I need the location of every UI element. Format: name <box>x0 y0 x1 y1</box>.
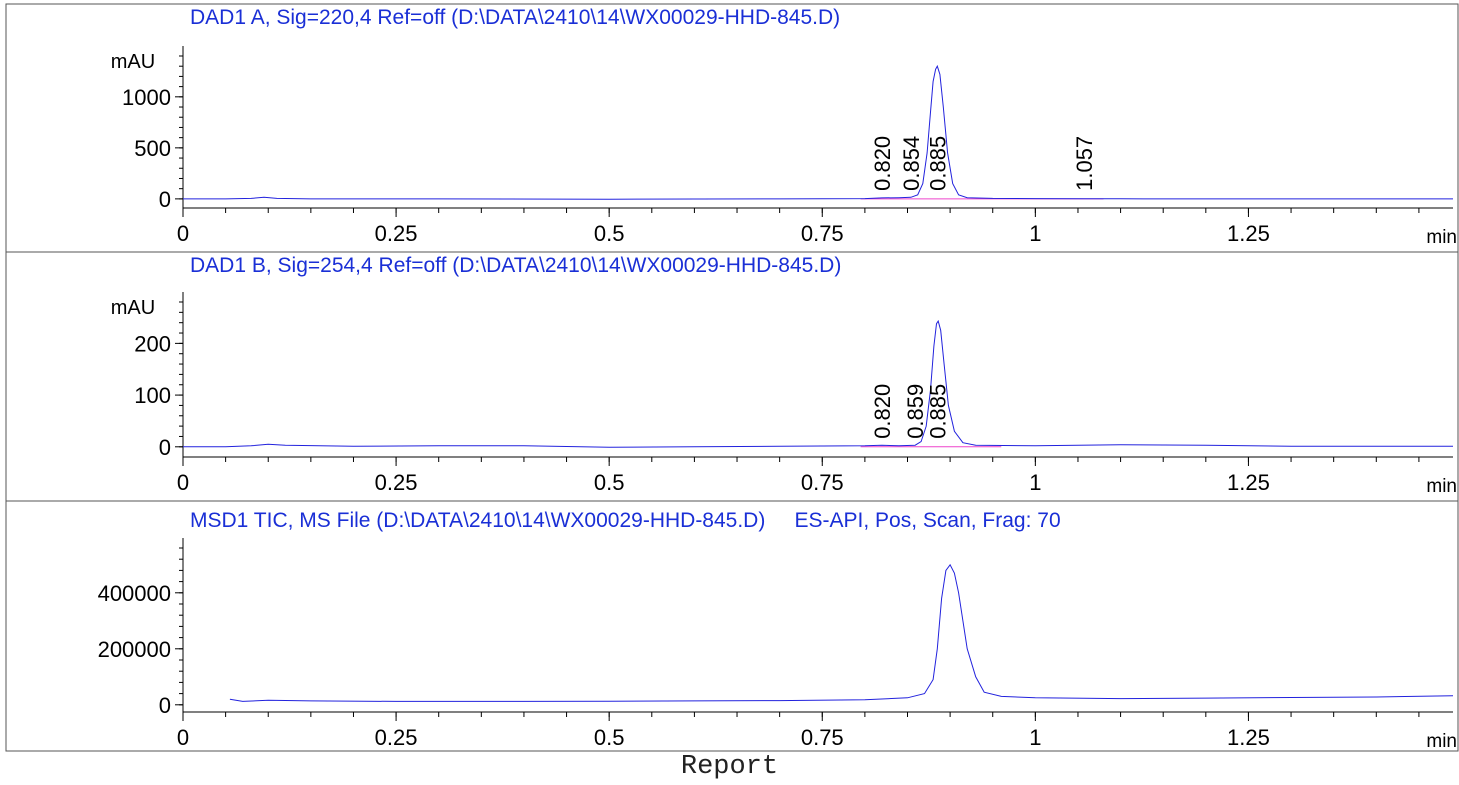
x-tick-label: 0.5 <box>594 470 625 495</box>
chromatogram-panel-dad1a: DAD1 A, Sig=220,4 Ref=off (D:\DATA\2410\… <box>5 3 1459 253</box>
x-tick-label: 0.25 <box>375 725 418 750</box>
x-tick-label: 1.25 <box>1227 725 1270 750</box>
peak-retention-label: 0.859 <box>903 384 928 439</box>
report-footer: Report <box>680 752 779 782</box>
peak-retention-label: 0.820 <box>870 136 895 191</box>
x-tick-label: 0.25 <box>375 221 418 246</box>
x-axis-unit: min <box>1426 731 1457 752</box>
x-tick-label: 0.5 <box>594 725 625 750</box>
y-tick-label: 400000 <box>98 581 171 606</box>
y-tick-label: 100 <box>134 383 171 408</box>
panel-frame-dad1b <box>5 251 1459 502</box>
peak-retention-label: 0.885 <box>925 384 950 439</box>
panel-frame-msd1-tic <box>5 500 1459 752</box>
panel-title-msd1-tic: MSD1 TIC, MS File (D:\DATA\2410\14\WX000… <box>190 509 1061 532</box>
chromatogram-panel-msd1-tic: MSD1 TIC, MS File (D:\DATA\2410\14\WX000… <box>5 500 1459 752</box>
y-tick-label: 200000 <box>98 637 171 662</box>
x-tick-label: 0.5 <box>594 221 625 246</box>
peak-retention-label: 1.057 <box>1072 136 1097 191</box>
chromatogram-panel-dad1b: DAD1 B, Sig=254,4 Ref=off (D:\DATA\2410\… <box>5 251 1459 502</box>
x-tick-label: 1.25 <box>1227 470 1270 495</box>
peak-retention-label: 0.820 <box>870 384 895 439</box>
y-axis-label: mAU <box>111 297 155 319</box>
x-tick-label: 1 <box>1029 221 1041 246</box>
x-tick-label: 0.25 <box>375 470 418 495</box>
peak-retention-label: 0.854 <box>899 136 924 191</box>
x-tick-label: 1 <box>1029 470 1041 495</box>
signal-trace <box>229 563 1454 702</box>
y-tick-label: 0 <box>159 435 171 460</box>
y-tick-label: 0 <box>159 693 171 718</box>
x-axis-unit: min <box>1426 476 1457 497</box>
y-tick-label: 500 <box>134 136 171 161</box>
x-tick-label: 0.75 <box>801 725 844 750</box>
y-axis-label: mAU <box>111 51 155 73</box>
x-tick-label: 0 <box>177 470 189 495</box>
x-tick-label: 1.25 <box>1227 221 1270 246</box>
signal-trace <box>183 319 1453 448</box>
x-tick-label: 0 <box>177 221 189 246</box>
panel-title-dad1b: DAD1 B, Sig=254,4 Ref=off (D:\DATA\2410\… <box>190 254 841 277</box>
x-tick-label: 0 <box>177 725 189 750</box>
x-axis-unit: min <box>1426 227 1457 248</box>
panel-frame-dad1a <box>5 3 1459 253</box>
y-tick-label: 1000 <box>122 85 171 110</box>
x-tick-label: 1 <box>1029 725 1041 750</box>
signal-trace <box>183 64 1453 200</box>
panel-title-dad1a: DAD1 A, Sig=220,4 Ref=off (D:\DATA\2410\… <box>190 6 840 29</box>
x-tick-label: 0.75 <box>801 221 844 246</box>
y-tick-label: 200 <box>134 331 171 356</box>
x-tick-label: 0.75 <box>801 470 844 495</box>
y-tick-label: 0 <box>159 187 171 212</box>
peak-retention-label: 0.885 <box>925 136 950 191</box>
